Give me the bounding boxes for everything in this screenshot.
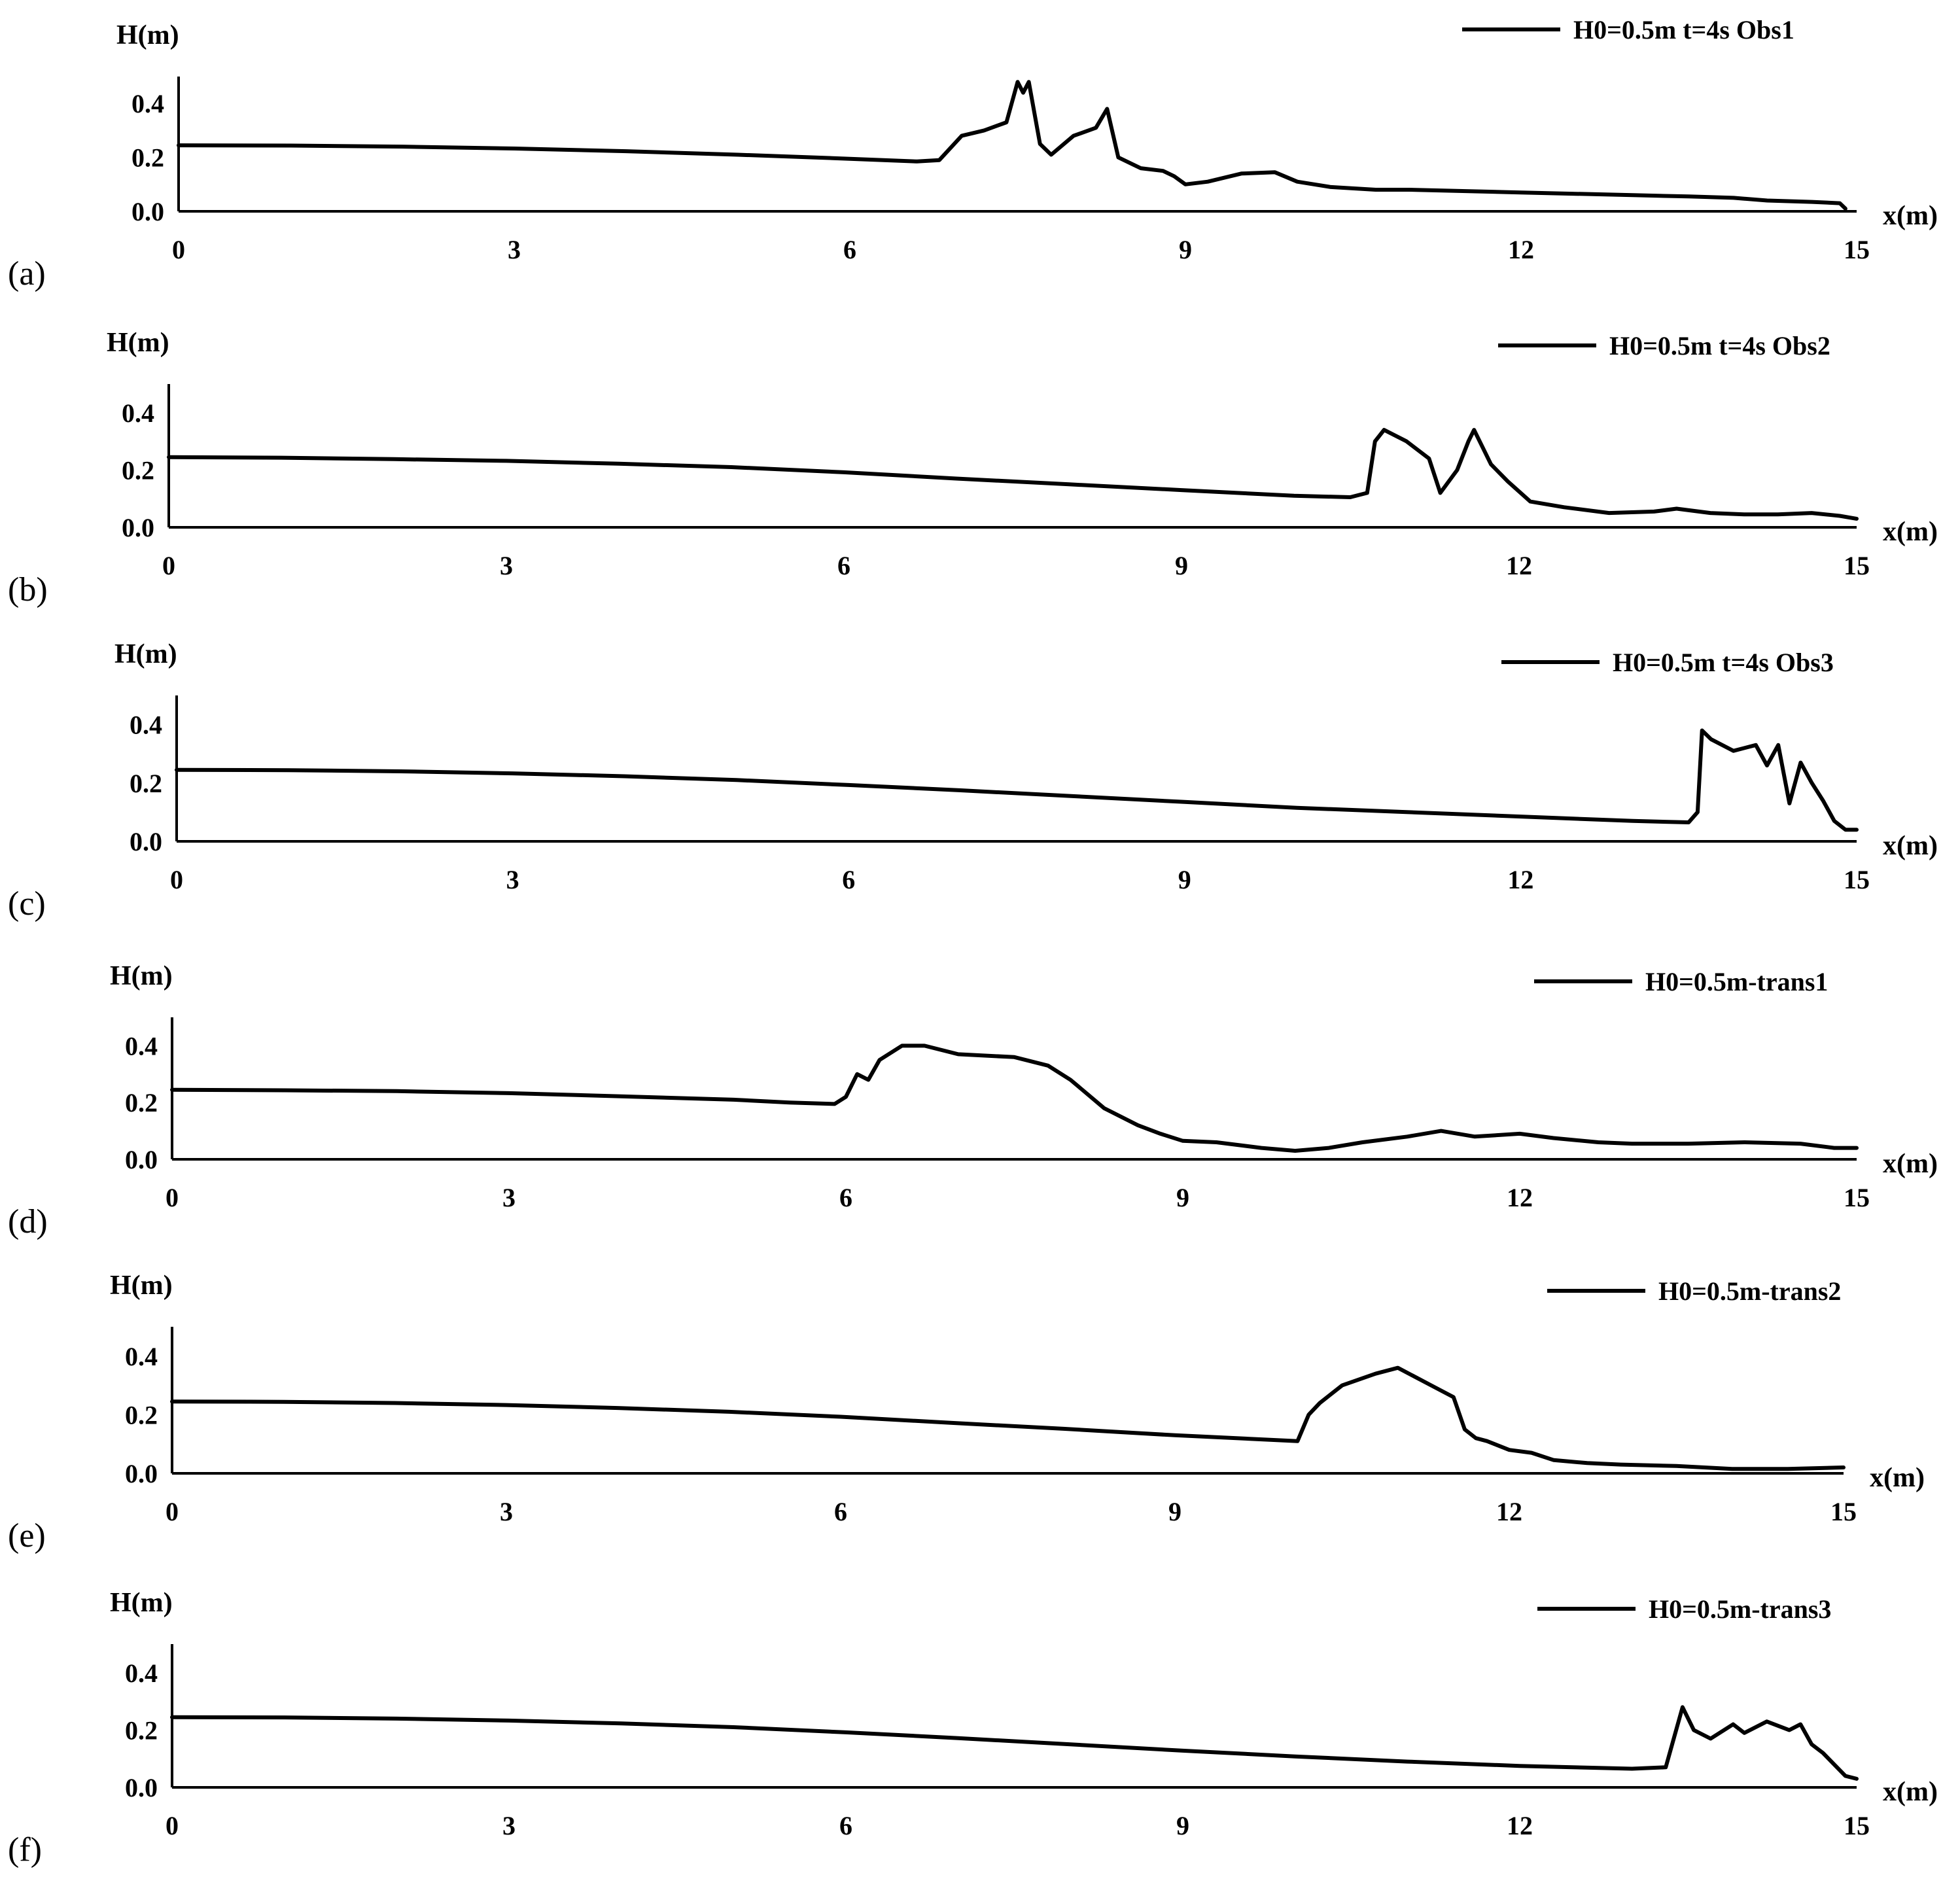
chart-panel-4: H(m) 0.0 0.2 0.4 0 3 6 9 12 15 x(m) (d) H0=0.5m-tran… [8,961,1938,1240]
x-axis-label: x(m) [1883,1777,1938,1807]
x-tick-label: 0 [172,235,185,264]
x-tick-label: 15 [1844,551,1870,580]
x-tick-label: 12 [1508,235,1534,264]
panel-label: (a) [8,255,46,292]
y-tick-label: 0.4 [125,1342,158,1371]
series-line [170,1044,1859,1153]
x-tick-label: 0 [166,1497,179,1526]
y-tick-label: 0.4 [125,1031,158,1061]
y-tick-label: 0.4 [125,1658,158,1688]
y-tick-label: 0.4 [122,398,154,428]
y-axis-label: H(m) [110,961,173,991]
x-tick-label: 6 [837,551,850,580]
y-tick-label: 0.0 [125,1773,158,1802]
x-tick-label: 3 [502,1811,516,1840]
x-tick-label: 3 [500,1497,513,1526]
x-tick-label: 6 [834,1497,847,1526]
x-tick-label: 15 [1844,1811,1870,1840]
x-tick-label: 3 [502,1183,516,1212]
panel-label: (e) [8,1517,46,1554]
x-tick-label: 3 [500,551,513,580]
x-tick-label: 0 [166,1183,179,1212]
y-tick-label: 0.0 [130,827,162,856]
y-tick-label: 0.0 [125,1145,158,1174]
x-tick-label: 9 [1179,235,1192,264]
y-tick-label: 0.2 [122,455,154,485]
x-tick-label: 15 [1844,1183,1870,1212]
x-tick-label: 0 [162,551,175,580]
chart-panel-2: H(m) 0.0 0.2 0.4 0 3 6 9 12 15 x(m) (b) H0=0.5m t=4s… [8,328,1938,608]
x-axis-label: x(m) [1870,1463,1925,1493]
x-tick-label: 9 [1178,865,1191,894]
chart-panel-6: H(m) 0.0 0.2 0.4 0 3 6 9 12 15 x(m) (f) H0=0.5m-tran… [8,1588,1938,1868]
y-tick-label: 0.0 [122,513,154,542]
y-tick-label: 0.2 [130,769,162,798]
y-tick-label: 0.0 [131,197,164,226]
series-line [170,1365,1846,1471]
y-axis-label: H(m) [116,20,179,50]
x-tick-label: 12 [1506,551,1532,580]
series-line [167,428,1859,521]
x-axis-label: x(m) [1883,517,1938,547]
chart-panel-3: H(m) 0.0 0.2 0.4 0 3 6 9 12 15 x(m) (c) H0=0.5m t=4s… [8,639,1938,922]
legend-label: H0=0.5m t=4s Obs1 [1573,15,1794,44]
x-tick-label: 6 [839,1183,852,1212]
series-line [177,80,1847,211]
x-tick-label: 12 [1507,1811,1533,1840]
y-axis-label: H(m) [110,1588,173,1618]
y-tick-label: 0.4 [131,89,164,118]
x-tick-label: 3 [508,235,521,264]
panel-label: (f) [8,1831,42,1868]
legend-label: H0=0.5m t=4s Obs2 [1609,331,1830,360]
x-tick-label: 9 [1168,1497,1181,1526]
x-axis-label: x(m) [1883,831,1938,861]
y-tick-label: 0.2 [131,143,164,173]
x-axis-label: x(m) [1883,1149,1938,1179]
chart-panel-5: H(m) 0.0 0.2 0.4 0 3 6 9 12 15 x(m) (e) H0=0.5m-tran… [8,1271,1925,1554]
y-tick-label: 0.4 [130,710,162,740]
y-axis-label: H(m) [110,1271,173,1301]
chart-panel-1: H(m) 0.0 0.2 0.4 0 3 6 9 12 15 x(m) (a) H0=0.5m t=4s… [8,15,1938,292]
panel-label: (d) [8,1203,48,1240]
series-line [170,1705,1859,1781]
y-tick-label: 0.2 [125,1715,158,1745]
series-line [175,728,1859,832]
x-tick-label: 6 [843,235,856,264]
y-tick-label: 0.2 [125,1088,158,1117]
x-tick-label: 9 [1175,551,1188,580]
legend-label: H0=0.5m-trans1 [1645,967,1828,996]
legend-label: H0=0.5m-trans3 [1649,1594,1831,1624]
y-axis-label: H(m) [107,328,169,358]
legend-label: H0=0.5m t=4s Obs3 [1613,648,1834,677]
y-axis-label: H(m) [114,639,177,669]
x-tick-label: 6 [839,1811,852,1840]
x-tick-label: 12 [1507,865,1533,894]
x-tick-label: 15 [1830,1497,1857,1526]
x-tick-label: 9 [1176,1183,1189,1212]
y-tick-label: 0.0 [125,1459,158,1488]
x-tick-label: 15 [1844,235,1870,264]
panel-label: (b) [8,571,48,608]
panel-label: (c) [8,885,46,922]
x-tick-label: 6 [842,865,855,894]
x-tick-label: 12 [1507,1183,1533,1212]
x-tick-label: 15 [1844,865,1870,894]
legend-label: H0=0.5m-trans2 [1658,1276,1841,1306]
x-tick-label: 12 [1496,1497,1522,1526]
x-axis-label: x(m) [1883,201,1938,231]
x-tick-label: 0 [170,865,183,894]
x-tick-label: 3 [506,865,519,894]
y-tick-label: 0.2 [125,1400,158,1430]
x-tick-label: 9 [1176,1811,1189,1840]
x-tick-label: 0 [166,1811,179,1840]
